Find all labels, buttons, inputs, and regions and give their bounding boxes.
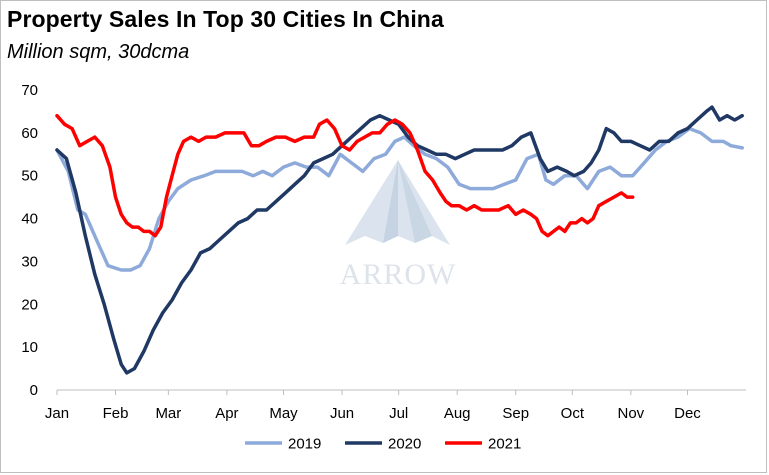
x-tick-label: Apr xyxy=(215,405,238,422)
chart-subtitle: Million sqm, 30dcma xyxy=(7,41,190,63)
legend-label: 2021 xyxy=(488,436,521,453)
y-tick-label: 70 xyxy=(21,82,38,99)
y-tick-label: 30 xyxy=(21,253,38,270)
x-tick-label: May xyxy=(269,405,298,422)
legend: 2019 2020 2021 xyxy=(245,436,521,453)
x-tick-label: Jun xyxy=(330,405,354,422)
x-tick-label: Sep xyxy=(502,405,529,422)
legend-item-2020: 2020 xyxy=(345,436,421,453)
series-lines xyxy=(55,105,744,375)
series-line-2020 xyxy=(55,105,744,375)
x-tick-label: Dec xyxy=(674,405,701,422)
series-line-2021 xyxy=(55,113,635,238)
chart-title: Property Sales In Top 30 Cities In China xyxy=(7,6,444,32)
y-tick-label: 50 xyxy=(21,168,38,185)
y-tick-label: 60 xyxy=(21,125,38,142)
x-tick-label: Feb xyxy=(103,405,129,422)
x-tick-label: Jul xyxy=(389,405,408,422)
x-tick-label: Nov xyxy=(618,405,645,422)
y-tick-label: 40 xyxy=(21,211,38,228)
y-axis-tick-labels: 0 10 20 30 40 50 60 70 xyxy=(21,82,38,399)
x-axis-tick-labels: Jan Feb Mar Apr May Jun Jul Aug Sep Oct Nov Dec xyxy=(45,405,701,422)
legend-item-2019: 2019 xyxy=(245,436,321,453)
y-tick-label: 20 xyxy=(21,296,38,313)
x-tick-label: Jan xyxy=(45,405,69,422)
arrow-watermark: ARROW xyxy=(340,160,457,291)
watermark-text: ARROW xyxy=(340,258,457,291)
legend-label: 2019 xyxy=(288,436,321,453)
legend-item-2021: 2021 xyxy=(445,436,521,453)
x-tick-label: Aug xyxy=(444,405,471,422)
x-tick-label: Oct xyxy=(561,405,585,422)
y-tick-label: 10 xyxy=(21,339,38,356)
legend-label: 2020 xyxy=(388,436,421,453)
axes xyxy=(56,389,746,395)
x-tick-label: Mar xyxy=(155,405,181,422)
y-tick-label: 0 xyxy=(30,382,38,399)
